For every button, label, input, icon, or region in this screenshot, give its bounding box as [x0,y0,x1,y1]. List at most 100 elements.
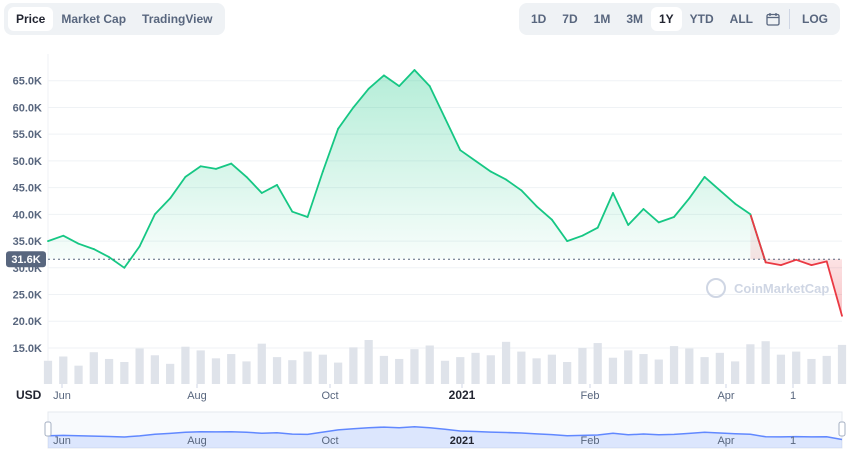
volume-bar [196,350,205,384]
coinmarketcap-logo-icon [706,278,726,298]
price-point [841,314,843,317]
volume-bar [395,358,404,384]
price-point [657,221,660,224]
tab-market-cap[interactable]: Market Cap [61,12,127,26]
price-point [505,178,507,181]
price-point [459,149,462,152]
volume-bar [166,363,175,384]
chart-grid [47,54,842,384]
volume-bar [181,346,190,384]
volume-bar [837,344,847,384]
navigator-label: Apr [717,435,734,447]
volume-bar [608,357,618,384]
price-point [398,85,401,87]
range-1y[interactable]: 1Y [650,7,682,31]
price-point [673,216,675,218]
range-3m[interactable]: 3M [626,12,643,26]
price-point [749,213,752,216]
range-7d[interactable]: 7D [562,12,578,26]
x-axis: USD Jun Aug Oct 2021 Feb Apr 1 [16,384,796,402]
price-point [367,87,370,90]
price-point [123,266,126,269]
y-tick-label: 50.0K [13,156,42,168]
x-tick-label: Jun [53,390,71,402]
volume-bar [639,354,648,384]
price-point [92,248,95,250]
volume-bar [104,358,114,384]
volume-bar [547,354,557,384]
volume-bar [578,347,587,384]
volume-bar [654,359,663,384]
price-point [734,202,737,205]
price-point [199,165,202,168]
volume-bar [272,357,282,384]
x-tick-label: Oct [321,390,338,402]
volume-bar [257,343,266,384]
price-point [321,170,324,173]
watermark-text: CoinMarketCap [734,281,829,296]
volume-bar [730,361,740,384]
price-point [230,162,233,165]
range-ytd[interactable]: YTD [689,12,714,26]
volume-bar [120,362,129,384]
price-point [184,176,187,178]
price-point [780,264,782,267]
volume-bar [807,358,816,384]
tab-price[interactable]: Price [8,7,54,31]
navigator-label: Feb [581,435,600,447]
volume-bar [517,351,526,384]
x-tick-label: 2021 [449,388,476,402]
volume-bar [379,355,389,384]
volume-bar [333,362,343,384]
price-chart[interactable]: 31.6K 15.0K 20.0K 25.0K 30.0K 35.0K 40.0K 45.0… [0,44,848,460]
price-point [810,264,813,267]
price-point [474,159,477,162]
baseline-label-box [6,251,46,268]
volume-bar [822,355,831,384]
range-1d[interactable]: 1D [530,12,547,26]
volume-bars [43,340,847,384]
volume-bar [501,341,511,384]
range-1m[interactable]: 1M [593,12,611,26]
volume-bar [746,344,755,384]
baseline-label: 31.6K [11,254,40,266]
navigator-handle-left [44,421,52,437]
y-axis-unit-label: USD [16,388,42,402]
navigator-handle-right [838,421,846,437]
volume-bar [242,361,251,384]
log-scale-toggle[interactable]: LOG [802,12,828,26]
volume-bar [471,352,480,384]
calendar-icon[interactable] [761,7,785,31]
price-line-up [47,69,767,269]
price-area-up [48,70,766,268]
price-point [489,170,492,173]
y-tick-label: 35.0K [13,236,42,248]
y-axis: 15.0K 20.0K 25.0K 30.0K 35.0K 40.0K 45.0K 50.0K… [13,76,42,355]
price-point [260,192,263,194]
volume-bar [303,351,312,384]
y-tick-label: 30.0K [13,263,42,275]
volume-bar [563,362,572,384]
x-tick-label: Feb [581,390,600,402]
volume-bar [456,357,465,384]
navigator-label: Aug [187,435,207,447]
volume-bar [59,356,68,384]
range-navigator[interactable]: Jun Aug Oct 2021 Feb Apr 1 [44,411,846,449]
volume-bar [227,354,236,384]
price-point [550,218,553,221]
price-line-down [749,214,843,317]
volume-bar [89,352,98,384]
price-point [642,208,645,210]
volume-bar [792,351,801,384]
price-point [153,213,156,216]
y-tick-label: 65.0K [13,76,42,88]
range-all[interactable]: ALL [729,12,753,26]
navigator-label: 1 [790,435,796,447]
volume-bar [425,345,434,384]
volume-bar [776,354,786,384]
price-point [596,226,599,229]
volume-bar [685,348,694,384]
price-point [337,127,340,130]
price-point [291,210,294,213]
tab-tradingview[interactable]: TradingView [142,12,213,26]
